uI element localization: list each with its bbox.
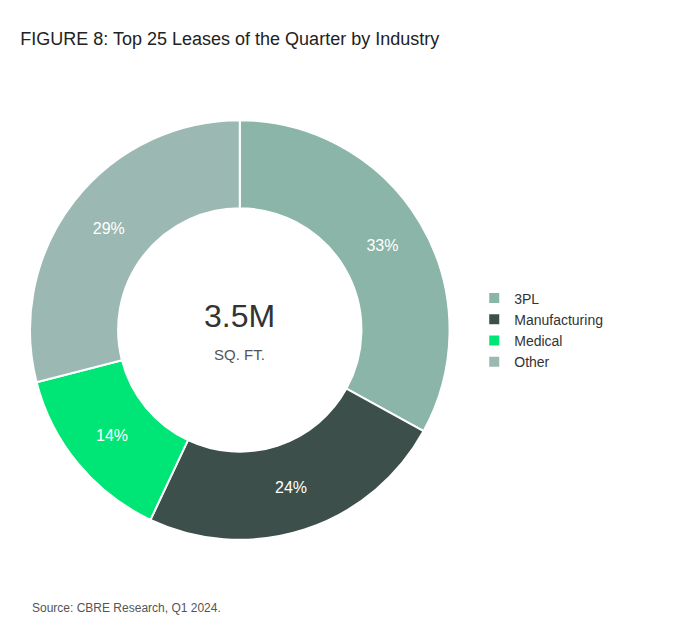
svg-text:3.5M: 3.5M [204, 298, 275, 334]
svg-text:3PL: 3PL [514, 291, 539, 307]
svg-text:SQ. FT.: SQ. FT. [214, 346, 265, 363]
svg-text:24%: 24% [275, 479, 307, 496]
svg-text:Medical: Medical [514, 333, 562, 349]
svg-text:Manufacturing: Manufacturing [514, 312, 603, 328]
svg-text:Other: Other [514, 354, 549, 370]
svg-text:33%: 33% [366, 237, 398, 254]
svg-text:Source: CBRE Research, Q1 2024: Source: CBRE Research, Q1 2024. [32, 601, 221, 615]
svg-text:29%: 29% [93, 220, 125, 237]
svg-text:14%: 14% [96, 427, 128, 444]
svg-text:FIGURE 8: Top 25 Leases of the: FIGURE 8: Top 25 Leases of the Quarter b… [20, 29, 439, 49]
